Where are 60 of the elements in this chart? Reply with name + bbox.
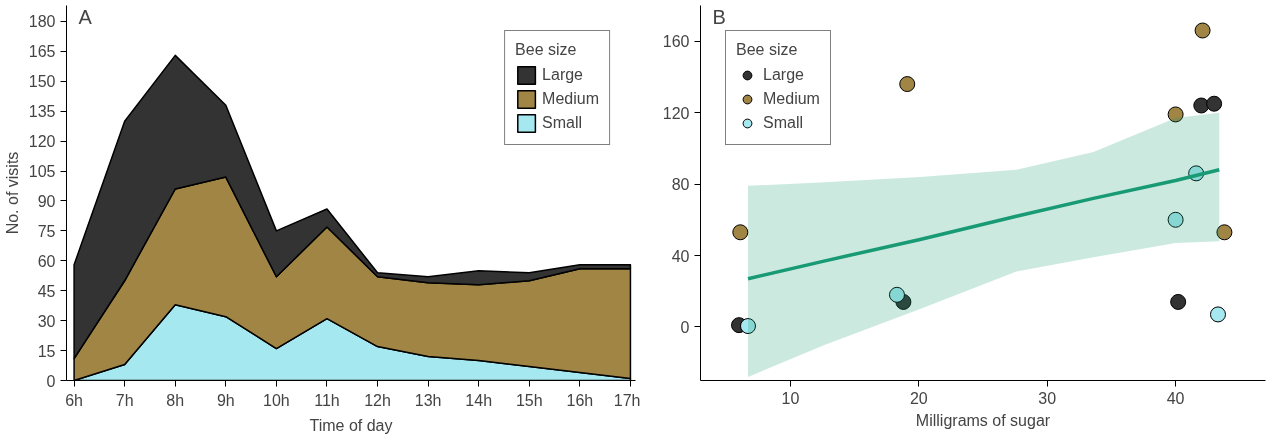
point — [1194, 22, 1211, 39]
x-tick-label: 17h — [613, 391, 641, 409]
legend-label: Large — [542, 66, 584, 84]
point — [888, 286, 905, 303]
y-tick-label: 160 — [662, 33, 690, 51]
x-tick-label: 13h — [414, 391, 442, 409]
y-tick-label: 0 — [46, 372, 56, 390]
legend-label: Medium — [763, 90, 820, 108]
point — [1170, 293, 1187, 310]
x-tick-label: 10h — [263, 391, 290, 409]
y-tick-label: 165 — [28, 43, 56, 61]
point — [1167, 106, 1184, 123]
y-tick-label: 40 — [671, 247, 690, 265]
x-tick-label: 20 — [909, 389, 928, 407]
chart-title: A — [78, 5, 93, 28]
y-tick-label: 60 — [37, 252, 56, 270]
y-tick-label: 0 — [680, 318, 690, 336]
point — [1209, 306, 1226, 323]
legend-title: Bee size — [736, 41, 799, 59]
chart-title: B — [712, 5, 726, 28]
y-tick-label: 120 — [662, 104, 690, 122]
y-tick-label: 180 — [28, 13, 56, 31]
y-tick-label: 80 — [671, 176, 690, 194]
y-tick-label: 30 — [37, 312, 56, 330]
x-tick-label: 15h — [515, 391, 543, 409]
x-tick-label: 8h — [166, 391, 185, 409]
x-tick-label: 6h — [65, 391, 83, 409]
y-tick-label: 90 — [37, 192, 56, 210]
point — [1193, 97, 1210, 114]
legend-label: Large — [763, 66, 804, 84]
point — [899, 76, 916, 93]
y-tick-label: 150 — [28, 73, 56, 91]
legend-title: Bee size — [515, 41, 578, 59]
x-axis-title: Time of day — [309, 416, 393, 434]
x-tick-label: 16h — [566, 391, 594, 409]
x-axis-title: Milligrams of sugar — [915, 411, 1051, 429]
x-tick-label: 30 — [1038, 389, 1057, 407]
legend-label: Medium — [542, 90, 599, 108]
line-series — [746, 168, 1222, 281]
legend-label: Small — [763, 114, 804, 132]
point — [740, 318, 757, 335]
x-tick-label: 12h — [364, 391, 391, 409]
point — [732, 224, 749, 241]
y-tick-label: 120 — [28, 133, 56, 151]
point — [1167, 211, 1184, 228]
x-tick-label: 14h — [465, 391, 493, 409]
y-tick-label: 75 — [37, 222, 56, 240]
y-axis-title: No. of visits — [3, 151, 21, 235]
x-tick-label: 10 — [781, 389, 800, 407]
x-tick-label: 9h — [216, 391, 235, 409]
x-tick-label: 40 — [1166, 389, 1185, 407]
y-tick-label: 15 — [37, 342, 56, 360]
point — [1216, 224, 1233, 241]
legend-label: Small — [542, 114, 583, 132]
y-tick-label: 45 — [37, 282, 56, 300]
x-tick-label: 7h — [115, 391, 134, 409]
point — [1206, 95, 1223, 112]
y-tick-label: 105 — [28, 163, 56, 181]
x-tick-label: 11h — [314, 391, 340, 409]
y-tick-label: 135 — [28, 103, 56, 121]
